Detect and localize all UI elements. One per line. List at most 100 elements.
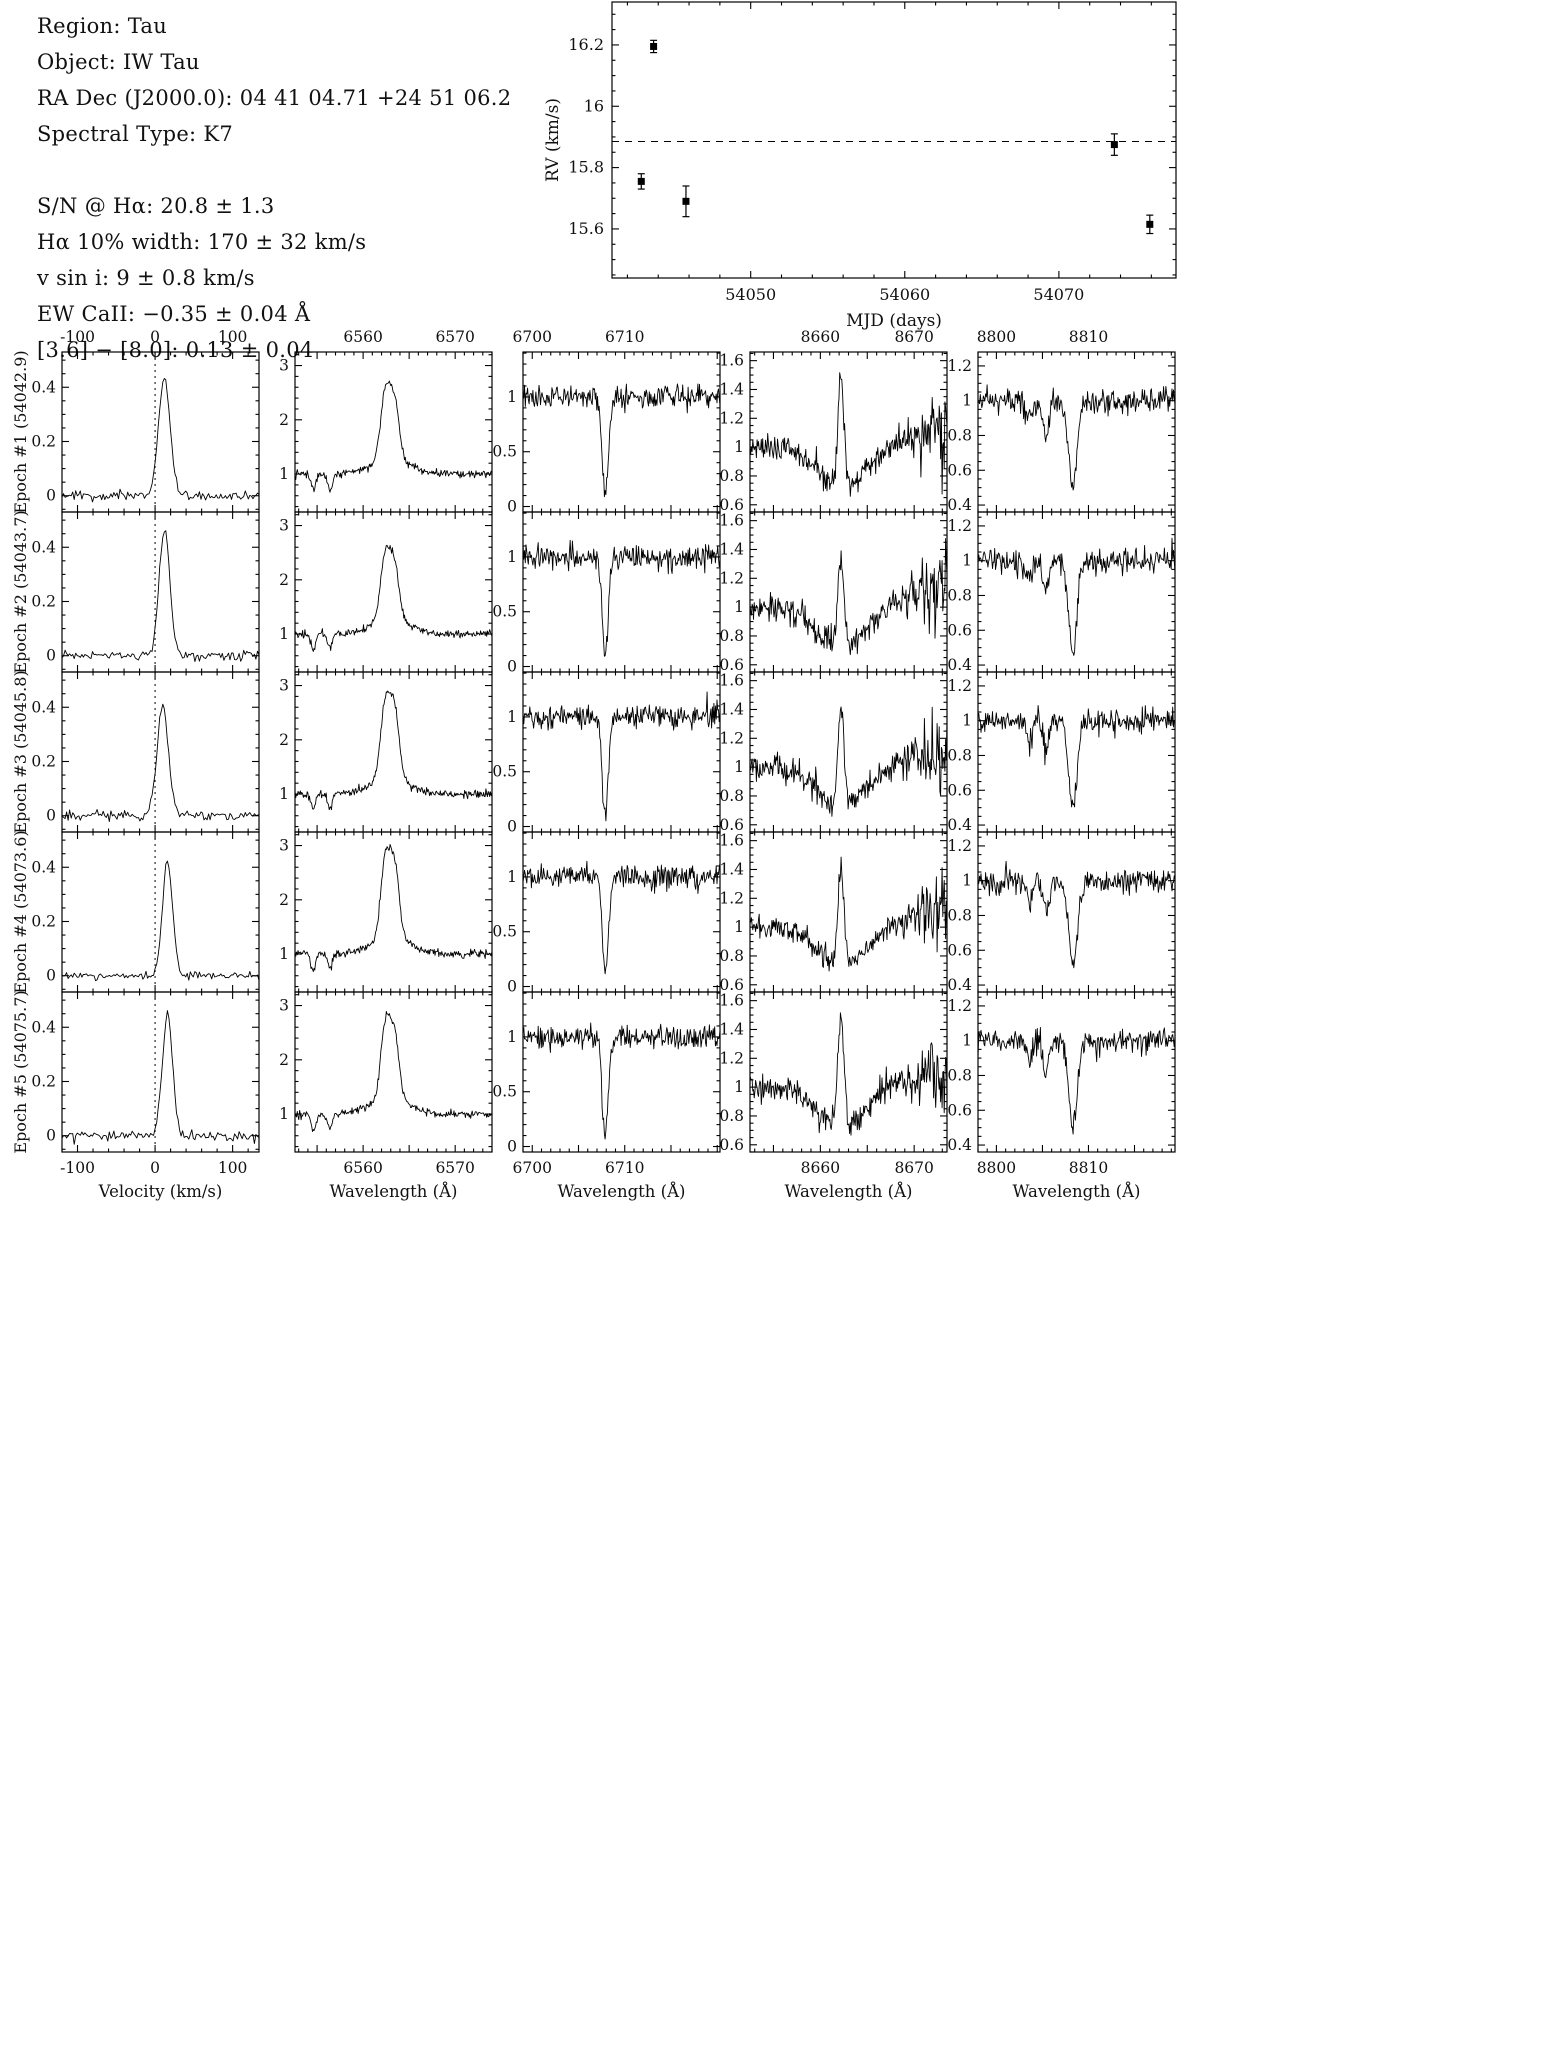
info-line-vsini: v sin i: 9 ± 0.8 km/s xyxy=(37,266,255,290)
svg-text:1: 1 xyxy=(279,465,289,483)
svg-text:3: 3 xyxy=(279,677,289,695)
spectrum-panel-caii-8662-epoch4: 0.6 0.8 1 1.2 1.4 1.6 xyxy=(719,831,948,994)
svg-text:0: 0 xyxy=(507,1138,517,1156)
rv-plot: 54050 54060 54070 15.6 15.8 16 16.2 MJD (days) R… xyxy=(543,1,1177,331)
spectrum-line xyxy=(522,539,721,657)
svg-text:1: 1 xyxy=(507,708,517,726)
spectrum-line xyxy=(294,1010,493,1132)
svg-text:8660: 8660 xyxy=(801,328,840,346)
info-line-region: Region: Tau xyxy=(37,14,168,38)
svg-text:0.8: 0.8 xyxy=(719,627,744,645)
svg-text:0.8: 0.8 xyxy=(719,947,744,965)
svg-text:0.2: 0.2 xyxy=(31,752,56,770)
figure-svg: 54050 54060 54070 15.6 15.8 16 16.2 MJD (days) R… xyxy=(11,1,1177,1201)
svg-text:0.6: 0.6 xyxy=(719,816,744,834)
svg-text:0.4: 0.4 xyxy=(31,1018,56,1036)
spectrum-panel-halpha-6563-epoch3: 1 2 3 xyxy=(279,671,493,833)
epoch-row-label: Epoch #4 (54073.6) xyxy=(11,830,30,993)
svg-text:0.6: 0.6 xyxy=(719,976,744,994)
spectrum-line xyxy=(61,1010,260,1145)
column-xlabel: Wavelength (Å) xyxy=(558,1181,686,1201)
spectrum-line xyxy=(522,1022,721,1140)
spectrum-line xyxy=(522,860,721,975)
column-xlabel: Wavelength (Å) xyxy=(330,1181,458,1201)
svg-text:0: 0 xyxy=(150,328,160,346)
svg-text:1: 1 xyxy=(962,872,972,890)
svg-text:15.6: 15.6 xyxy=(568,219,604,238)
svg-text:8800: 8800 xyxy=(977,1159,1016,1177)
epoch-row-label: Epoch #3 (54045.8) xyxy=(11,670,30,833)
spectrum-panel-halpha-6563-epoch1: 1 2 3 6560 6570 xyxy=(279,328,493,513)
spectrum-line xyxy=(522,691,721,822)
svg-text:0.6: 0.6 xyxy=(719,656,744,674)
svg-text:1.4: 1.4 xyxy=(719,540,744,558)
svg-text:0.4: 0.4 xyxy=(947,1136,972,1154)
svg-text:1.2: 1.2 xyxy=(719,729,744,747)
spectrum-panel-region-8807-epoch1: 0.4 0.6 0.8 1 1.2 8800 8810 xyxy=(947,328,1176,514)
svg-text:0.6: 0.6 xyxy=(947,621,972,639)
svg-text:1: 1 xyxy=(734,438,744,456)
spectrum-line xyxy=(749,538,948,656)
spectrum-line xyxy=(61,378,260,503)
info-line-ew-caii: EW CaII: −0.35 ± 0.04 Å xyxy=(37,302,311,326)
info-line-sptype: Spectral Type: K7 xyxy=(37,122,234,146)
svg-text:54050: 54050 xyxy=(725,285,776,304)
svg-text:1.2: 1.2 xyxy=(719,1049,744,1067)
svg-text:0.8: 0.8 xyxy=(947,426,972,444)
svg-text:0.8: 0.8 xyxy=(719,787,744,805)
svg-text:6570: 6570 xyxy=(435,1159,474,1177)
svg-text:0: 0 xyxy=(46,807,56,825)
svg-text:0: 0 xyxy=(46,1127,56,1145)
spectrum-panel-li-6708-epoch1: 0 0.5 1 6700 6710 xyxy=(492,328,721,516)
info-line-snr: S/N @ Hα: 20.8 ± 1.3 xyxy=(37,194,275,218)
svg-text:100: 100 xyxy=(218,328,248,346)
svg-text:1.6: 1.6 xyxy=(719,992,744,1010)
svg-text:16.2: 16.2 xyxy=(568,35,604,54)
svg-text:1: 1 xyxy=(734,918,744,936)
spectrum-panel-line-profile-epoch1: 0 0.2 0.4 -100 0 100 xyxy=(31,328,260,513)
svg-text:1.6: 1.6 xyxy=(719,672,744,690)
svg-text:2: 2 xyxy=(279,1051,289,1069)
svg-text:6710: 6710 xyxy=(605,328,644,346)
svg-text:6710: 6710 xyxy=(605,1159,644,1177)
spectrum-panel-caii-8662-epoch1: 0.6 0.8 1 1.2 1.4 1.6 8660 8670 xyxy=(719,328,948,514)
column-xlabel: Wavelength (Å) xyxy=(1013,1181,1141,1201)
svg-text:0: 0 xyxy=(150,1159,160,1177)
spectrum-line xyxy=(978,384,1176,491)
svg-text:0: 0 xyxy=(46,647,56,665)
svg-text:6700: 6700 xyxy=(513,1159,552,1177)
svg-text:0.6: 0.6 xyxy=(947,781,972,799)
epoch-row-label: Epoch #1 (54042.9) xyxy=(11,350,30,513)
svg-text:1.2: 1.2 xyxy=(947,677,972,695)
svg-text:1: 1 xyxy=(734,598,744,616)
svg-text:0.4: 0.4 xyxy=(947,816,972,834)
svg-text:1: 1 xyxy=(962,1032,972,1050)
info-line-irac: [3.6] − [8.0]: 0.13 ± 0.04 xyxy=(37,338,314,362)
spectrum-panel-halpha-6563-epoch2: 1 2 3 xyxy=(279,511,493,673)
svg-text:0.8: 0.8 xyxy=(719,467,744,485)
svg-text:0: 0 xyxy=(46,967,56,985)
svg-text:2: 2 xyxy=(279,571,289,589)
svg-text:0.2: 0.2 xyxy=(31,592,56,610)
info-line-ha-width: Hα 10% width: 170 ± 32 km/s xyxy=(37,230,367,254)
svg-text:1.2: 1.2 xyxy=(947,357,972,375)
spectrum-line xyxy=(294,544,493,652)
plots-canvas: 54050 54060 54070 15.6 15.8 16 16.2 MJD (days) R… xyxy=(11,1,1177,1201)
svg-text:0.5: 0.5 xyxy=(492,1083,517,1101)
spectrum-line xyxy=(61,860,260,982)
svg-text:1: 1 xyxy=(279,785,289,803)
svg-text:1: 1 xyxy=(507,548,517,566)
spectrum-panel-caii-8662-epoch3: 0.6 0.8 1 1.2 1.4 1.6 xyxy=(719,671,948,834)
rv-ylabel: RV (km/s) xyxy=(543,98,563,182)
spectrum-line xyxy=(294,843,493,972)
svg-text:8670: 8670 xyxy=(894,1159,933,1177)
spectrum-panel-li-6708-epoch2: 00.51 xyxy=(492,511,721,676)
svg-text:1: 1 xyxy=(962,552,972,570)
svg-text:0.8: 0.8 xyxy=(947,746,972,764)
svg-text:6560: 6560 xyxy=(343,1159,382,1177)
svg-text:1.2: 1.2 xyxy=(947,837,972,855)
svg-text:1.4: 1.4 xyxy=(719,380,744,398)
svg-text:1.4: 1.4 xyxy=(719,1020,744,1038)
epoch-row-label: Epoch #2 (54043.7) xyxy=(11,510,30,673)
